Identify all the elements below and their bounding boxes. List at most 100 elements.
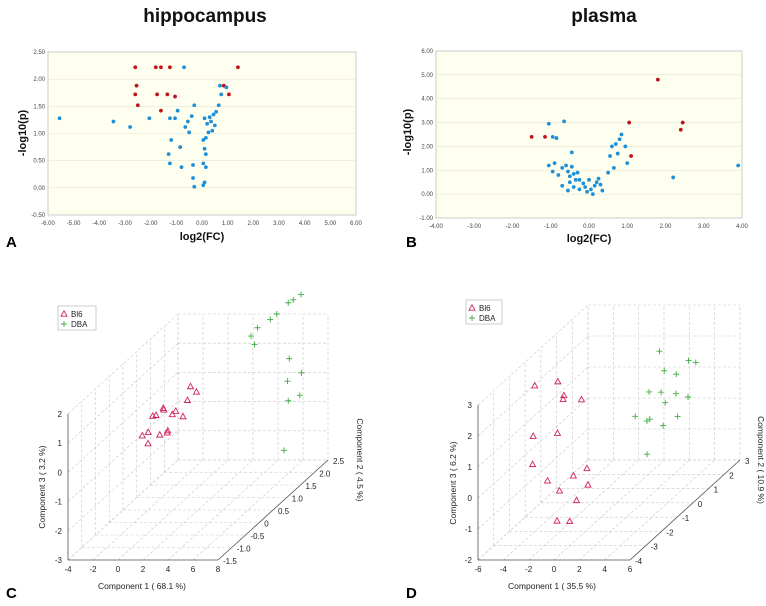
- panel-a-xlabel: log2(FC): [180, 231, 225, 243]
- d-floor-gridline: [604, 459, 715, 561]
- data-point: [159, 405, 168, 413]
- d-xtick-label: 2: [577, 565, 582, 574]
- panel-a-ylabel: -log10(p): [17, 109, 29, 156]
- b-xtick-label: 1.00: [621, 224, 633, 230]
- b-xtick-label: -1.00: [544, 224, 558, 230]
- data-point: [286, 355, 293, 362]
- c-ytick-label: -1.5: [223, 557, 237, 566]
- data-point: [543, 476, 552, 484]
- d-xtick-label: 6: [628, 565, 633, 574]
- data-point: [191, 163, 195, 167]
- data-point: [168, 65, 172, 70]
- data-point: [658, 389, 665, 396]
- data-point: [211, 112, 216, 117]
- data-point: [248, 333, 254, 340]
- panel-c-label: C: [6, 585, 17, 602]
- data-point: [144, 428, 153, 436]
- d-ztick-label: 1: [468, 463, 473, 472]
- data-point: [191, 176, 195, 180]
- data-point: [550, 169, 555, 174]
- data-point: [581, 181, 586, 186]
- a-ytick-label: 0.50: [33, 159, 45, 165]
- d-ztick-label: -2: [465, 556, 473, 565]
- a-xtick-label: -6.00: [41, 221, 55, 227]
- data-point: [610, 144, 614, 149]
- data-point: [615, 151, 620, 156]
- data-point: [565, 517, 574, 525]
- a-xtick-label: 6.00: [350, 221, 362, 227]
- data-point: [678, 127, 683, 132]
- data-point: [155, 92, 159, 97]
- d-floor-gridline: [553, 459, 665, 561]
- data-point: [590, 192, 595, 197]
- data-point: [661, 367, 668, 374]
- data-point: [218, 83, 222, 88]
- data-point: [529, 134, 534, 139]
- d-ytick-label: 1: [714, 486, 719, 495]
- legend-marker: [468, 303, 476, 311]
- c-ytick-label: -0.5: [251, 532, 265, 541]
- data-point: [227, 92, 231, 97]
- data-point: [569, 150, 574, 155]
- panel-a-title: hippocampus: [143, 6, 267, 27]
- data-point: [528, 460, 537, 468]
- d-side-gridline: [477, 459, 589, 561]
- data-point: [185, 119, 190, 124]
- data-point: [567, 174, 572, 179]
- data-point: [298, 291, 304, 298]
- data-point: [553, 516, 561, 524]
- data-point: [203, 135, 208, 140]
- c-xtick-label: -4: [64, 565, 72, 574]
- c-xtick-label: 0: [116, 565, 121, 574]
- data-point: [575, 170, 580, 175]
- a-ytick-label: 2.50: [33, 50, 45, 56]
- c-xtick-label: -2: [89, 565, 97, 574]
- data-point: [673, 371, 680, 378]
- b-ytick-label: 4.00: [421, 97, 433, 103]
- panel-d-points: [528, 348, 699, 525]
- d-ztick-label: 2: [468, 432, 473, 441]
- c-ytick-label: 0: [264, 520, 269, 529]
- panel-a-label: A: [6, 234, 17, 251]
- data-point: [656, 348, 663, 355]
- data-point: [566, 169, 570, 174]
- data-point: [660, 422, 667, 429]
- data-point: [672, 390, 679, 397]
- data-point: [168, 410, 177, 418]
- a-xtick-label: 1.00: [222, 221, 234, 227]
- d-xtick-label: -2: [525, 565, 533, 574]
- c-xtick-label: 6: [191, 565, 196, 574]
- b-ytick-label: 1.00: [421, 168, 433, 174]
- panel-d-ylabel: Component 2 ( 10.9 %): [756, 416, 766, 504]
- c-ytick-label: 1.5: [306, 482, 318, 491]
- data-point: [556, 173, 561, 177]
- c-ytick-label: 0.5: [278, 507, 290, 516]
- data-point: [186, 382, 195, 390]
- b-ytick-label: 2.00: [421, 144, 433, 150]
- data-point: [203, 152, 208, 157]
- c-ztick-label: -1: [55, 498, 63, 507]
- panel-b-label: B: [406, 234, 417, 251]
- d-floor-gridline: [503, 459, 614, 561]
- data-point: [608, 154, 612, 158]
- data-point: [134, 83, 139, 88]
- d-ztick-label: 3: [468, 401, 473, 410]
- data-point: [644, 451, 650, 458]
- panel-d-legend: Bl6 DBA: [465, 299, 503, 325]
- data-point: [168, 161, 172, 166]
- data-point: [153, 65, 158, 70]
- panel-d-zlabel: Component 3 ( 6.2 %): [448, 441, 458, 524]
- legend-marker: [61, 321, 67, 327]
- panel-c-ylabel: Component 2 ( 4.5 %): [355, 418, 365, 501]
- data-point: [251, 341, 258, 348]
- data-point: [210, 128, 215, 133]
- data-point: [236, 65, 240, 70]
- data-point: [600, 188, 605, 193]
- data-point: [206, 130, 211, 135]
- b-xtick-label: -3.00: [467, 224, 481, 230]
- data-point: [530, 381, 539, 389]
- data-point: [281, 447, 287, 454]
- data-point: [212, 123, 217, 128]
- data-point: [183, 396, 192, 403]
